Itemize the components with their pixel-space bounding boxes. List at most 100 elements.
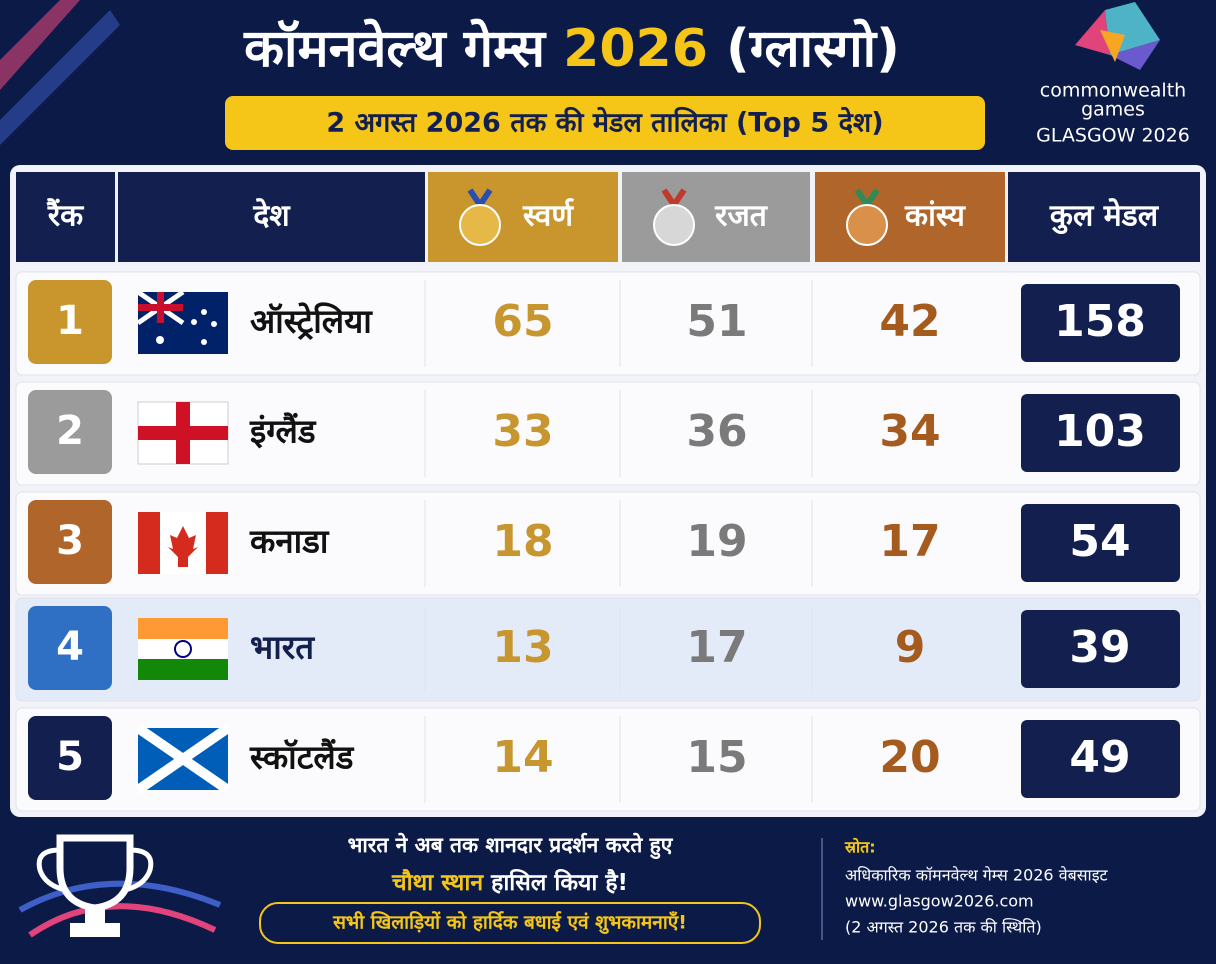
gold-count: 18 — [492, 516, 553, 567]
total-count: 158 — [1054, 296, 1146, 347]
total-box — [1021, 504, 1180, 582]
footer-message-part: हासिल किया है! — [490, 868, 628, 896]
logo-text: commonwealth — [1040, 80, 1186, 102]
rank-badge — [28, 606, 112, 690]
column-header: कुल मेडल — [1049, 198, 1160, 235]
flag-part — [191, 319, 197, 325]
logo: commonwealth games GLASGOW 2026 — [1036, 2, 1190, 147]
medal-icon — [459, 204, 501, 246]
flag-part — [138, 639, 228, 659]
header-cell — [622, 172, 810, 262]
flag-part — [201, 309, 207, 315]
subtitle: 2 अगस्त 2026 तक की मेडल तालिका (Top 5 दे… — [326, 107, 883, 139]
total-count: 49 — [1069, 732, 1130, 783]
flag — [137, 401, 229, 465]
flag-part — [135, 723, 231, 795]
rank: 2 — [56, 408, 84, 454]
trophy — [18, 834, 222, 938]
bronze-count: 34 — [879, 406, 940, 457]
table-row — [15, 707, 1201, 812]
total-count: 54 — [1069, 516, 1130, 567]
total-box — [1021, 284, 1180, 362]
country: स्कॉटलैंड — [249, 738, 355, 777]
silver-count: 51 — [686, 296, 747, 347]
rank-badge — [28, 716, 112, 800]
subtitle-box — [225, 96, 985, 150]
flag — [138, 512, 228, 574]
source-line: www.glasgow2026.com — [845, 892, 1034, 911]
silver-count: 19 — [686, 516, 747, 567]
source-line: अधिकारिक कॉमनवेल्थ गेम्स 2026 वेबसाइट — [845, 866, 1109, 885]
flag-part — [138, 659, 228, 680]
table-row — [15, 271, 1201, 376]
header-cell — [118, 172, 425, 262]
flag-part — [206, 512, 228, 574]
bronze-count: 9 — [895, 622, 926, 673]
flag-part — [156, 336, 164, 344]
total-box — [1021, 394, 1180, 472]
flag-part — [201, 339, 207, 345]
rank: 1 — [56, 298, 84, 344]
flag-part — [138, 426, 228, 440]
flag — [135, 723, 231, 795]
footer-message: चौथा स्थान हासिल किया है! — [391, 868, 628, 896]
header-cell — [1008, 172, 1200, 262]
logo-text: games — [1081, 99, 1145, 121]
footer-highlight: चौथा स्थान — [391, 868, 484, 896]
flag — [138, 618, 228, 680]
rank-badge — [28, 390, 112, 474]
column-header: रैंक — [46, 198, 84, 234]
flag-part — [138, 304, 183, 311]
flag-part — [138, 512, 160, 574]
gold-count: 33 — [492, 406, 553, 457]
rank: 5 — [56, 734, 84, 780]
column-header: कांस्य — [904, 199, 966, 234]
rank: 4 — [56, 624, 84, 670]
title: कॉमनवेल्थ गेम्स 2026 (ग्लास्गो) — [243, 18, 900, 79]
flag — [136, 289, 228, 354]
silver-count: 36 — [686, 406, 747, 457]
bronze-count: 20 — [879, 732, 940, 783]
header-cell — [815, 172, 1005, 262]
wish-pill — [259, 902, 761, 944]
total-box — [1021, 720, 1180, 798]
decoration — [0, 10, 120, 145]
footer-wish: सभी खिलाड़ियों को हार्दिक बधाई एवं शुभका… — [332, 911, 687, 935]
gold-count: 65 — [492, 296, 553, 347]
flag-part — [168, 526, 198, 567]
country: इंग्लैंड — [249, 412, 317, 451]
column-header: रजत — [714, 199, 769, 234]
title-part: कॉमनवेल्थ गेम्स — [243, 18, 547, 79]
gold-count: 14 — [492, 732, 553, 783]
country: ऑस्ट्रेलिया — [250, 302, 373, 341]
medal-icon — [653, 204, 695, 246]
total-box — [1021, 610, 1180, 688]
table-row — [15, 597, 1201, 702]
country: भारत — [250, 628, 315, 667]
rank-badge — [28, 280, 112, 364]
total-count: 103 — [1054, 406, 1146, 457]
bronze-count: 42 — [879, 296, 940, 347]
silver-count: 15 — [686, 732, 747, 783]
header-cell — [428, 172, 618, 262]
rank: 3 — [56, 518, 84, 564]
title-year: 2026 — [563, 19, 708, 79]
total-count: 39 — [1069, 622, 1130, 673]
column-header: देश — [252, 198, 291, 234]
medal-icon — [846, 204, 888, 246]
decoration — [0, 0, 80, 90]
gold-count: 13 — [492, 622, 553, 673]
logo-text: GLASGOW 2026 — [1036, 125, 1190, 147]
country: कनाडा — [249, 522, 330, 561]
title-part: (ग्लास्गो) — [726, 18, 900, 79]
header-cell — [16, 172, 115, 262]
flag-part — [211, 321, 217, 327]
footer-message: भारत ने अब तक शानदार प्रदर्शन करते हुए — [348, 832, 674, 860]
source-line: (2 अगस्त 2026 तक की स्थिति) — [845, 918, 1042, 937]
silver-count: 17 — [686, 622, 747, 673]
flag-part — [138, 618, 228, 639]
table-row — [15, 491, 1201, 596]
rank-badge — [28, 500, 112, 584]
bronze-count: 17 — [879, 516, 940, 567]
